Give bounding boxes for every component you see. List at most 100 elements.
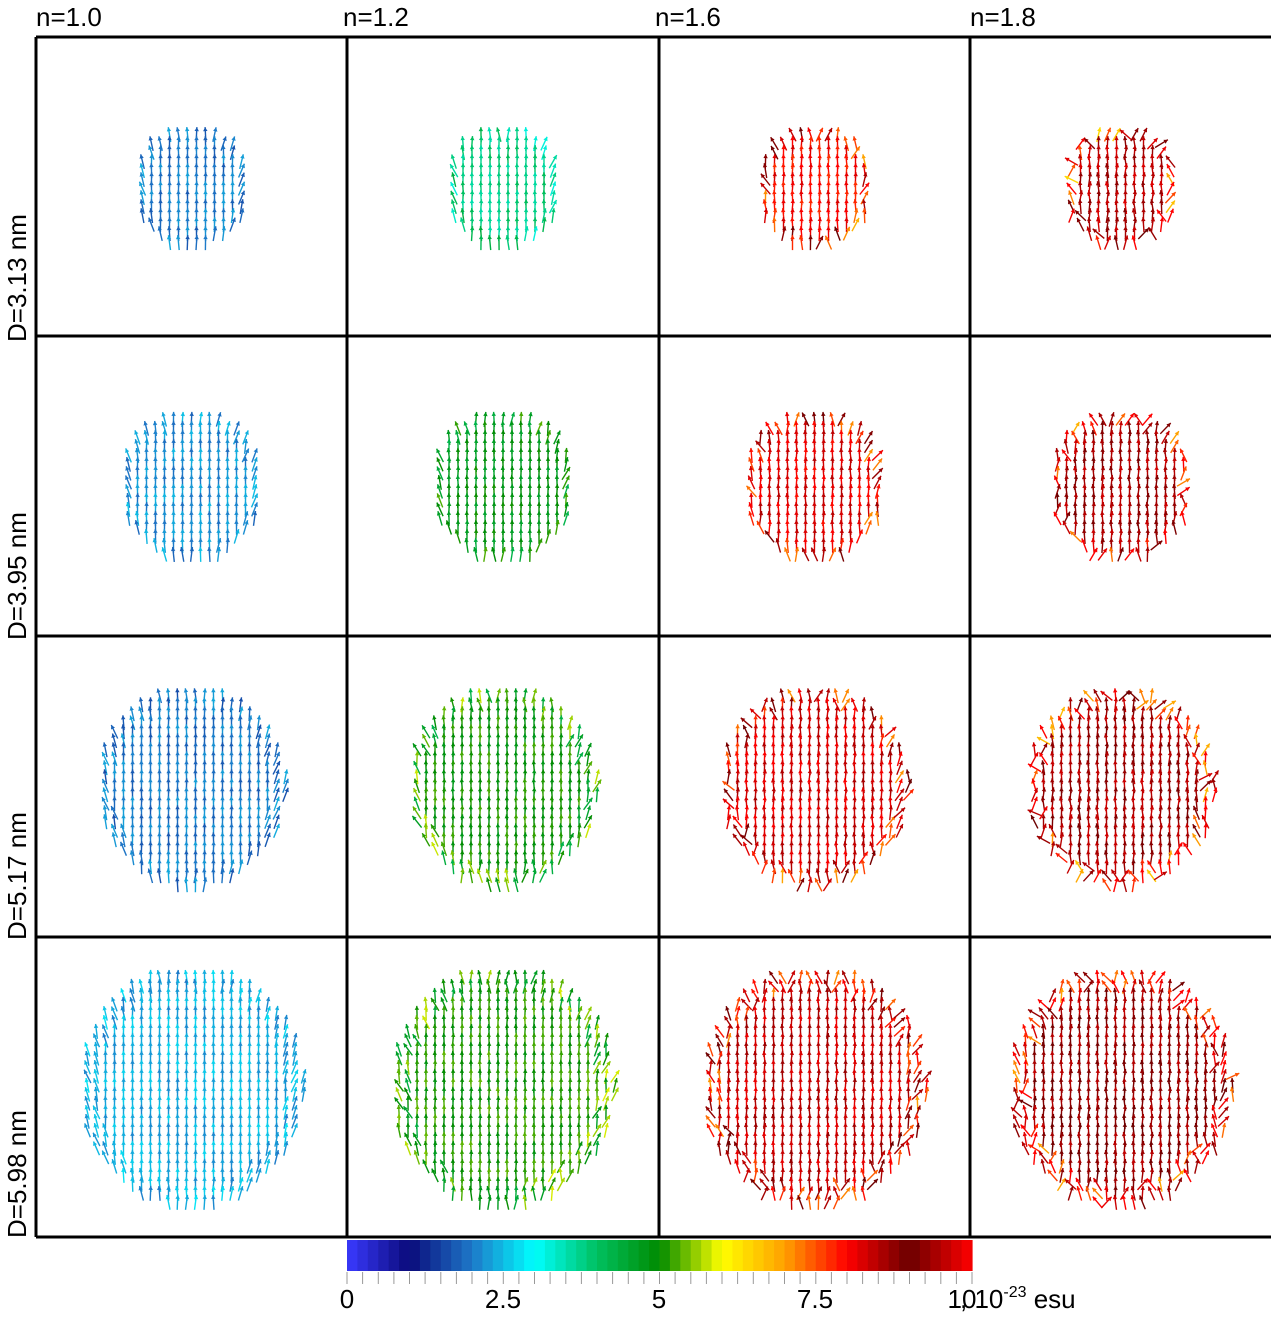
vector-arrowhead bbox=[450, 796, 456, 801]
vector-arrowhead bbox=[500, 465, 505, 470]
vector-arrowhead bbox=[558, 760, 564, 765]
vector-arrowhead bbox=[459, 778, 464, 783]
vector-arrowhead bbox=[1118, 456, 1123, 462]
vector-arrowhead bbox=[194, 136, 199, 141]
vector-arrowhead bbox=[238, 823, 243, 828]
vector-arrowhead bbox=[1100, 447, 1105, 452]
vector-arrowhead bbox=[432, 805, 438, 810]
vector-arrowhead bbox=[545, 465, 551, 470]
vector-arrowhead bbox=[536, 492, 541, 497]
vector-arrowhead bbox=[473, 420, 478, 426]
vector-arrowhead bbox=[794, 528, 799, 534]
vector-arrowhead bbox=[189, 483, 194, 488]
vector-arrowhead bbox=[551, 190, 556, 195]
vector-arrowhead bbox=[238, 850, 243, 855]
vector-arrowhead bbox=[1118, 465, 1123, 471]
vector-arrowhead bbox=[495, 823, 501, 828]
vector-arrowhead bbox=[816, 733, 821, 738]
vector-arrowhead bbox=[184, 832, 189, 837]
vector-arrowhead bbox=[853, 172, 858, 177]
vector-arrowhead bbox=[790, 154, 795, 159]
vector-arrowhead bbox=[161, 538, 167, 543]
vector-arrowhead bbox=[1158, 181, 1164, 186]
vector-arrowhead bbox=[848, 510, 853, 516]
vector-arrowhead bbox=[852, 823, 857, 828]
vector-arrowhead bbox=[1104, 181, 1110, 186]
vector-arrowhead bbox=[184, 697, 189, 702]
vector-arrowhead bbox=[797, 733, 803, 738]
vector-arrowhead bbox=[153, 447, 158, 452]
vector-arrowhead bbox=[1172, 501, 1177, 506]
vector-arrowhead bbox=[509, 429, 515, 434]
vector-arrowhead bbox=[468, 742, 474, 747]
vector-arrowhead bbox=[1068, 733, 1073, 738]
vector-arrowhead bbox=[744, 760, 749, 765]
vector-arrowhead bbox=[758, 474, 763, 480]
vector-arrowhead bbox=[843, 760, 848, 765]
vector-arrowhead bbox=[235, 430, 240, 435]
vector-arrowhead bbox=[870, 796, 875, 801]
vector-arrowhead bbox=[460, 850, 465, 855]
vector-arrowhead bbox=[1059, 760, 1064, 765]
vector-arrowhead bbox=[212, 145, 217, 150]
vector-arrowhead bbox=[469, 217, 475, 222]
vector-arrowhead bbox=[175, 850, 180, 855]
vector-arrowhead bbox=[518, 519, 524, 524]
vector-arrowhead bbox=[533, 226, 538, 231]
vector-arrowhead bbox=[202, 769, 207, 774]
vector-arrowhead bbox=[130, 778, 135, 783]
vector-arrowhead bbox=[807, 760, 812, 765]
vector-arrowhead bbox=[527, 465, 533, 470]
vector-arrowhead bbox=[771, 832, 776, 837]
vector-arrowhead bbox=[495, 760, 501, 765]
vector-arrowhead bbox=[514, 235, 519, 240]
vector-arrowhead bbox=[780, 724, 785, 729]
vector-arrowhead bbox=[1123, 145, 1129, 150]
vector-arrowhead bbox=[184, 751, 189, 756]
vector-arrowhead bbox=[531, 805, 537, 810]
vector-arrowhead bbox=[771, 805, 776, 810]
vector-arrowhead bbox=[211, 715, 216, 720]
vector-arrowhead bbox=[139, 787, 144, 792]
vector-arrowhead bbox=[767, 447, 772, 453]
vector-arrowhead bbox=[491, 537, 497, 542]
vector-arrowhead bbox=[247, 823, 252, 828]
vector-arrowhead bbox=[834, 805, 839, 810]
vector-arrowhead bbox=[175, 688, 180, 693]
vector-arrowhead bbox=[825, 715, 830, 720]
vector-arrowhead bbox=[238, 814, 243, 819]
vector-arrowhead bbox=[193, 814, 198, 819]
vector-arrowhead bbox=[121, 787, 126, 792]
vector-arrowhead bbox=[532, 787, 537, 792]
vector-arrowhead bbox=[157, 796, 162, 801]
vector-arrowhead bbox=[1131, 136, 1137, 141]
vector-arrowhead bbox=[166, 715, 171, 720]
vector-arrowhead bbox=[513, 796, 519, 801]
vector-arrowhead bbox=[514, 127, 520, 132]
vector-arrowhead bbox=[432, 787, 438, 792]
vector-arrowhead bbox=[202, 841, 207, 846]
vector-arrowhead bbox=[1159, 199, 1164, 204]
vector-arrowhead bbox=[478, 217, 484, 222]
vector-arrowhead bbox=[843, 769, 848, 774]
vector-arrowhead bbox=[460, 181, 465, 186]
vector-arrowhead bbox=[1086, 226, 1091, 231]
vector-arrowhead bbox=[220, 769, 225, 774]
vector-arrowhead bbox=[441, 832, 446, 837]
vector-arrowhead bbox=[139, 172, 144, 177]
vector-arrowhead bbox=[879, 796, 884, 801]
vector-arrowhead bbox=[1163, 528, 1168, 534]
vector-arrowhead bbox=[139, 199, 144, 204]
vector-arrowhead bbox=[450, 823, 455, 828]
vector-arrowhead bbox=[220, 850, 225, 855]
vector-arrowhead bbox=[473, 447, 479, 452]
vector-arrowhead bbox=[513, 823, 518, 828]
vector-arrowhead bbox=[799, 181, 804, 186]
vector-arrowhead bbox=[198, 474, 203, 479]
vector-arrowhead bbox=[536, 510, 542, 515]
vector-arrowhead bbox=[767, 465, 772, 471]
vector-arrowhead bbox=[1100, 501, 1106, 507]
vector-arrowhead bbox=[772, 181, 777, 186]
vector-arrowhead bbox=[803, 519, 808, 524]
vector-arrowhead bbox=[189, 474, 194, 479]
